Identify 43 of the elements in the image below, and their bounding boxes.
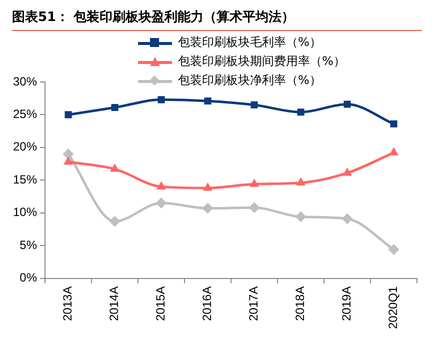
point — [158, 96, 165, 104]
point — [296, 177, 306, 186]
point — [111, 104, 118, 112]
x-tick-label: 2013A — [60, 286, 75, 321]
legend-label: 包装印刷板块毛利率（%） — [178, 34, 322, 51]
legend-label: 包装印刷板块期间费用率（%） — [178, 53, 346, 70]
point — [295, 211, 306, 222]
point — [297, 108, 304, 116]
point — [202, 202, 214, 214]
point — [202, 182, 213, 191]
point — [344, 100, 351, 108]
y-tick-label: 5% — [20, 238, 38, 252]
x-tick-label: 2014A — [107, 286, 122, 321]
point — [249, 178, 260, 187]
point — [64, 156, 74, 165]
point — [109, 216, 120, 227]
point — [110, 164, 120, 172]
x-tick-label: 2018A — [293, 286, 308, 321]
x-tick-label: 2020Q1 — [386, 286, 400, 329]
y-tick-label: 0% — [20, 270, 38, 285]
legend-label: 包装印刷板块净利率（%） — [178, 72, 322, 89]
point — [388, 147, 399, 156]
x-tick-label: 2017A — [246, 286, 261, 321]
x-tick-label: 2015A — [154, 286, 168, 321]
point — [156, 198, 167, 209]
y-tick-label: 10% — [12, 205, 38, 220]
x-tick-label: 2016A — [200, 286, 214, 321]
y-tick-label: 15% — [12, 172, 38, 186]
point — [156, 181, 166, 190]
chart-title: 图表51： 包装印刷板块盈利能力（算术平均法） — [12, 8, 422, 31]
x-tick-label: 2019A — [340, 286, 354, 321]
point — [204, 97, 212, 105]
point — [250, 101, 258, 108]
y-tick-label: 30% — [12, 74, 38, 88]
point — [62, 148, 74, 160]
point — [248, 202, 260, 214]
y-tick-label: 25% — [12, 107, 38, 122]
point — [388, 244, 400, 256]
point — [342, 213, 353, 224]
point — [64, 111, 72, 118]
point — [342, 167, 352, 176]
point — [390, 120, 398, 128]
y-tick-label: 20% — [12, 140, 38, 154]
